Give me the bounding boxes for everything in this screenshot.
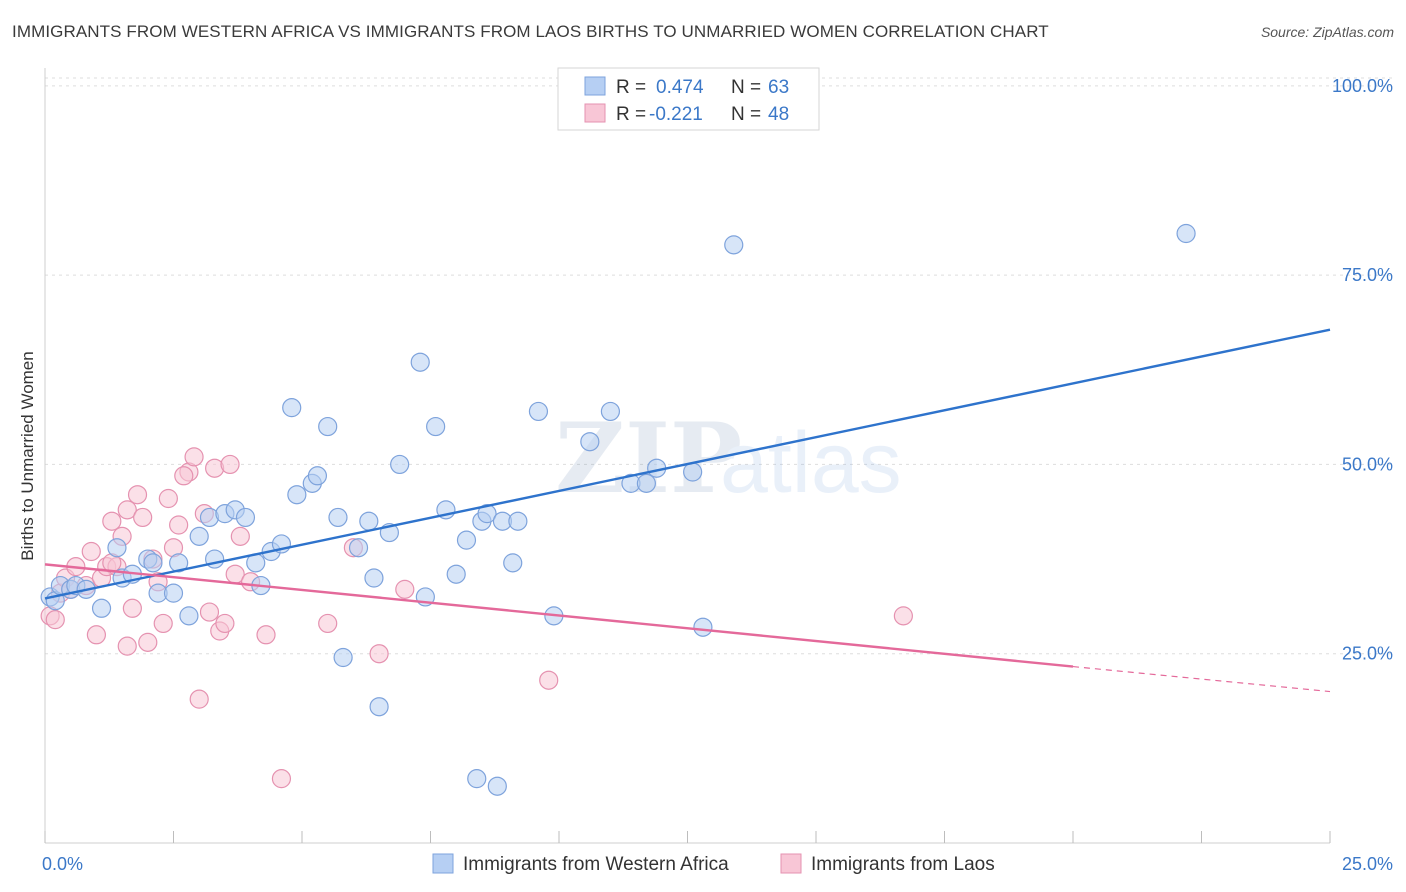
blue-point-48 [487, 776, 507, 796]
pink-point-8 [86, 625, 107, 645]
legend-r-value-blue: 0.474 [656, 77, 704, 98]
blue-point-33 [348, 538, 369, 558]
western-africa-points [40, 223, 1196, 796]
blue-point-51 [508, 511, 528, 531]
y-tick-label-50: 50.0% [1342, 454, 1393, 474]
blue-point-61 [724, 235, 744, 255]
series-swatch-blue [432, 853, 454, 874]
blue-point-26 [282, 398, 302, 418]
pink-point-11 [102, 511, 122, 531]
y-tick-labels: 25.0% 50.0% 75.0% 100.0% [1332, 76, 1393, 664]
pink-point-18 [133, 507, 153, 528]
gridlines [45, 77, 1393, 655]
blue-point-54 [580, 432, 600, 452]
x-ticks [44, 831, 1331, 843]
blue-point-6 [91, 598, 112, 618]
legend-r-label-pink: R = [616, 104, 646, 125]
pink-point-42 [369, 644, 389, 664]
pink-trend-extension [1072, 665, 1331, 693]
series-swatch-pink [780, 853, 802, 874]
pink-point-36 [230, 526, 250, 546]
x-tick-label-min: 0.0% [42, 854, 83, 874]
y-tick-label-75: 75.0% [1342, 265, 1393, 285]
blue-point-45 [467, 769, 487, 789]
pink-trend-line [44, 563, 1074, 668]
blue-point-34 [359, 511, 379, 531]
series-label-pink: Immigrants from Laos [811, 854, 995, 875]
y-tick-label-100: 100.0% [1332, 76, 1393, 96]
pink-point-43 [395, 579, 415, 599]
series-label-blue: Immigrants from Western Africa [463, 854, 729, 875]
blue-point-50 [503, 553, 523, 573]
source-credit: Source: ZipAtlas.com [1260, 24, 1394, 40]
pink-point-33 [215, 613, 235, 634]
legend-n-label-pink: N = [731, 104, 761, 125]
blue-point-57 [636, 473, 656, 493]
blue-point-39 [410, 352, 430, 372]
blue-point-29 [307, 466, 328, 486]
pink-point-17 [127, 485, 148, 505]
blue-point-14 [169, 553, 189, 573]
blue-point-16 [189, 526, 209, 546]
blue-point-32 [333, 647, 353, 668]
y-tick-label-25: 25.0% [1342, 644, 1393, 664]
blue-point-35 [364, 568, 384, 588]
blue-point-41 [426, 416, 446, 437]
pink-point-7 [81, 541, 101, 562]
pink-point-44 [539, 670, 559, 690]
pink-point-23 [158, 488, 178, 509]
legend-swatch-blue [584, 76, 606, 96]
pink-point-28 [189, 689, 209, 709]
blue-point-55 [600, 401, 621, 422]
pink-point-45 [893, 606, 913, 626]
pink-point-14 [117, 500, 137, 520]
blue-point-7 [107, 538, 127, 558]
pink-point-15 [117, 636, 137, 656]
pink-point-25 [169, 515, 189, 535]
blue-point-27 [287, 485, 307, 505]
blue-point-43 [446, 564, 466, 584]
blue-point-60 [693, 617, 713, 637]
legend-swatch-pink [584, 103, 606, 123]
blue-point-30 [318, 416, 338, 437]
pink-point-34 [220, 454, 240, 475]
stats-legend: R = 0.474 N = 63 R = -0.221 N = 48 [557, 67, 820, 131]
x-tick-label-max: 25.0% [1342, 854, 1393, 874]
pink-point-39 [271, 769, 292, 789]
legend-n-value-blue: 63 [768, 77, 789, 98]
legend-n-label-blue: N = [731, 77, 761, 98]
blue-point-31 [328, 507, 348, 528]
pink-point-19 [138, 632, 158, 652]
blue-point-11 [143, 553, 163, 573]
pink-point-46 [174, 466, 194, 486]
legend-r-value-pink: -0.221 [649, 104, 703, 125]
series-legend: Immigrants from Western Africa Immigrant… [432, 853, 995, 875]
blue-point-38 [390, 454, 410, 475]
pink-point-16 [122, 598, 142, 618]
blue-point-52 [528, 401, 549, 422]
watermark-atlas: atlas [720, 415, 902, 511]
trend-lines [44, 328, 1331, 693]
blue-trend-line [44, 328, 1331, 600]
blue-point-62 [1176, 223, 1196, 244]
blue-point-21 [235, 507, 256, 528]
pink-point-22 [153, 613, 173, 634]
blue-point-44 [456, 530, 477, 550]
chart-title: IMMIGRANTS FROM WESTERN AFRICA VS IMMIGR… [12, 22, 1049, 41]
blue-point-36 [369, 697, 389, 717]
pink-point-27 [184, 447, 204, 467]
legend-r-label-blue: R = [616, 77, 646, 98]
blue-point-13 [163, 583, 184, 603]
blue-point-59 [683, 462, 703, 482]
pink-point-40 [318, 613, 338, 634]
pink-point-38 [256, 625, 276, 645]
pink-point-30 [199, 602, 220, 622]
y-axis-title: Births to Unmarried Women [18, 351, 37, 560]
pink-point-1 [45, 610, 65, 630]
legend-n-value-pink: 48 [768, 104, 789, 125]
blue-point-47 [477, 504, 497, 524]
blue-point-15 [179, 606, 199, 626]
